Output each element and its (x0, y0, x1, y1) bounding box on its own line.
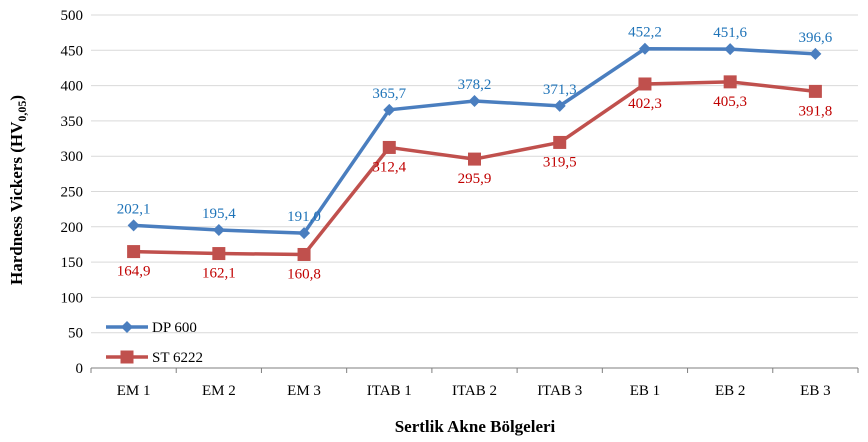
y-tick-label: 200 (61, 220, 84, 236)
y-axis-title-subscript: 0,05 (15, 101, 29, 122)
legend: DP 600 ST 6222 (106, 320, 203, 366)
data-label: 402,3 (628, 96, 662, 112)
y-tick-label: 400 (61, 79, 84, 95)
data-label: 164,9 (117, 264, 151, 280)
legend-marker (121, 321, 133, 333)
data-label: 396,6 (799, 30, 833, 46)
x-axis-categories: EM 1 EM 2 EM 3 ITAB 1 ITAB 2 ITAB 3 EB 1 EB 2 EB… (117, 383, 831, 399)
series-group (127, 42, 822, 261)
data-point-marker (298, 227, 311, 240)
data-point-marker (809, 47, 822, 60)
data-point-marker (383, 103, 396, 116)
y-axis-title-end: ) (7, 95, 26, 101)
y-tick-label: 300 (61, 149, 84, 165)
data-label: 162,1 (202, 266, 236, 282)
data-labels: 202,1 195,4 191,0 365,7 378,2 371,3 452,2 451,6… (117, 25, 833, 283)
y-tick-label: 100 (61, 290, 84, 306)
x-category-label: EB 1 (630, 383, 660, 399)
data-label: 378,2 (458, 77, 492, 93)
y-tick-label: 0 (76, 361, 84, 377)
data-point-marker (808, 84, 822, 98)
data-point-marker (212, 224, 225, 237)
data-label: 451,6 (713, 25, 747, 41)
x-category-label: ITAB 3 (537, 383, 582, 399)
data-label: 160,8 (287, 266, 321, 282)
data-point-marker (638, 77, 652, 91)
x-category-label: EB 2 (715, 383, 745, 399)
data-label: 195,4 (202, 206, 236, 222)
x-category-label: EB 3 (800, 383, 830, 399)
data-label: 452,2 (628, 25, 662, 41)
data-label: 191,0 (287, 209, 321, 225)
data-point-marker (127, 245, 141, 259)
data-point-marker (723, 75, 737, 89)
data-point-marker (724, 43, 737, 56)
y-tick-label: 150 (61, 255, 84, 271)
data-point-marker (382, 140, 396, 154)
data-label: 295,9 (458, 171, 492, 187)
y-tick-label: 250 (61, 185, 84, 201)
data-point-marker (297, 247, 311, 261)
data-point-marker (553, 99, 566, 112)
data-label: 371,3 (543, 82, 577, 98)
data-point-marker (468, 94, 481, 107)
x-category-label: ITAB 2 (452, 383, 497, 399)
y-tick-label: 350 (61, 114, 84, 130)
data-label: 365,7 (372, 86, 406, 102)
data-label: 312,4 (372, 159, 406, 175)
y-axis-title-main: Hardness Vickers (HV (7, 121, 26, 285)
y-tick-label: 500 (61, 8, 84, 24)
x-category-label: EM 3 (287, 383, 321, 399)
data-point-marker (638, 42, 651, 55)
legend-marker (120, 350, 134, 364)
data-label: 391,8 (799, 103, 833, 119)
data-label: 405,3 (713, 94, 747, 110)
data-point-marker (553, 135, 567, 149)
x-category-label: EM 1 (117, 383, 151, 399)
data-point-marker (212, 247, 226, 261)
legend-label: DP 600 (152, 320, 197, 336)
x-axis (90, 367, 859, 373)
x-category-label: EM 2 (202, 383, 236, 399)
y-axis-ticks: 0 50 100 150 200 250 300 350 400 450 500 (61, 8, 84, 377)
y-axis-title: Hardness Vickers (HV0,05) (7, 95, 29, 285)
data-point-marker (468, 152, 481, 166)
y-tick-label: 450 (61, 43, 84, 59)
legend-label: ST 6222 (152, 350, 203, 366)
y-tick-label: 50 (68, 326, 83, 342)
data-label: 319,5 (543, 154, 577, 170)
data-label: 202,1 (117, 201, 151, 217)
data-point-marker (127, 219, 140, 232)
x-axis-title: Sertlik Akne Bölgeleri (395, 417, 556, 436)
x-category-label: ITAB 1 (367, 383, 412, 399)
